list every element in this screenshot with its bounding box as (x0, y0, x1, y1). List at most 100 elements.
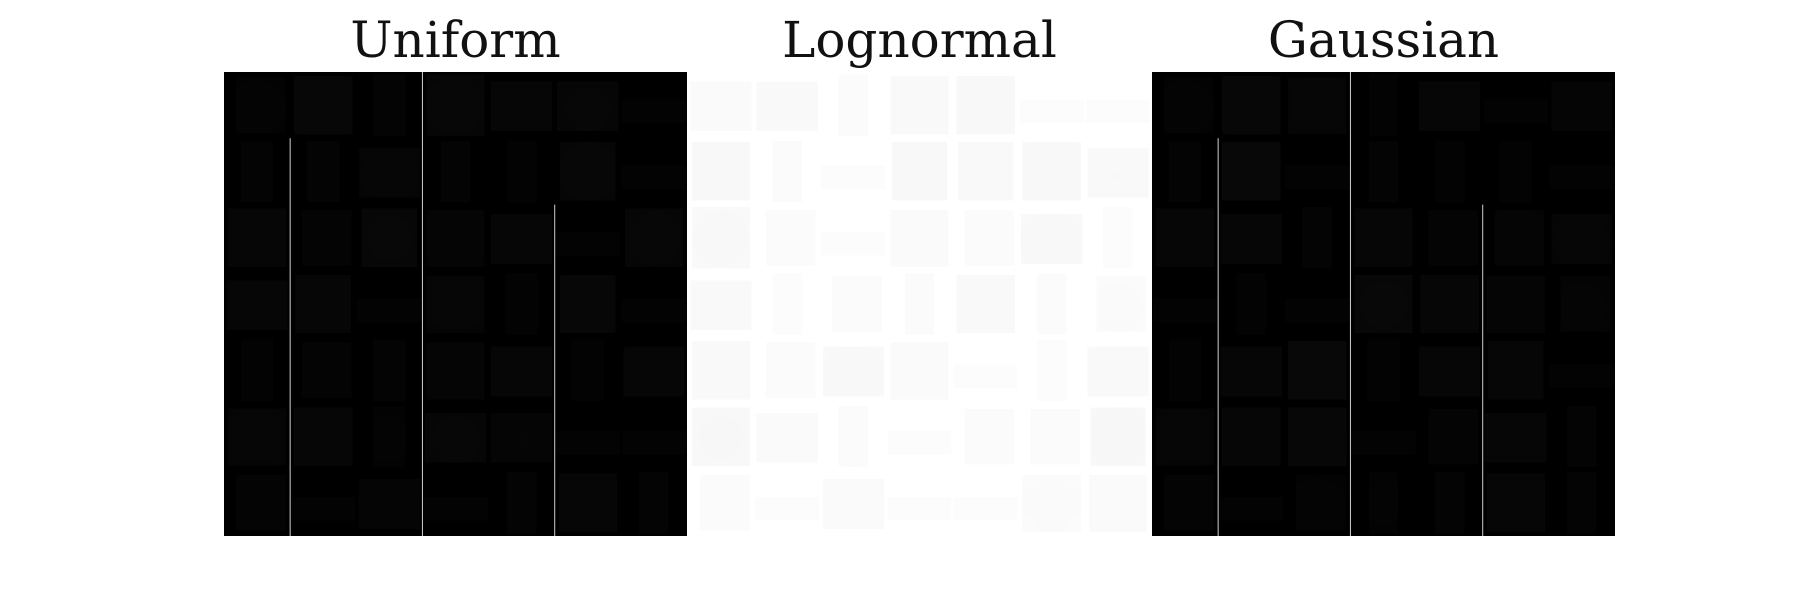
coat-silhouette (431, 79, 480, 131)
thumbnail-dress (376, 411, 403, 462)
pullover-silhouette (1227, 412, 1276, 461)
thumbnail-boot (704, 479, 746, 526)
trouser-silhouette (1437, 477, 1462, 529)
dress-silhouette (376, 344, 403, 396)
thumbnail-trouser (775, 146, 800, 197)
thumbnail-pullover (1227, 147, 1276, 196)
boot-silhouette (306, 214, 348, 261)
pullover-silhouette (233, 213, 282, 262)
thumbnail-dress (1171, 344, 1199, 396)
thumbnail-boot (1565, 281, 1606, 327)
trouser-silhouette (1371, 477, 1396, 529)
thumbnail-shirt (564, 279, 611, 329)
pullover-silhouette (629, 213, 678, 262)
tshirt-silhouette (431, 214, 480, 262)
thumbnail-pullover (1161, 213, 1210, 262)
bag-silhouette (1490, 417, 1542, 459)
thumbnail-sneaker (1091, 101, 1145, 121)
thumbnail-tshirt (431, 214, 480, 262)
thumbnail-tshirt (895, 347, 944, 395)
thumbnail-tshirt (1293, 82, 1342, 130)
sneaker-silhouette (959, 499, 1013, 519)
thumbnail-pullover (697, 412, 746, 461)
bag-silhouette (828, 483, 879, 525)
thumbnail-tshirt (1491, 281, 1540, 329)
bag-silhouette (496, 417, 547, 459)
image-grid-gaussian-svg (1152, 72, 1615, 536)
thumbnail-pullover (1227, 81, 1276, 130)
thumbnail-shirt (1095, 412, 1141, 461)
pullover-silhouette (1491, 478, 1540, 527)
dress-silhouette (1171, 146, 1199, 197)
thumbnail-bag (1225, 350, 1277, 392)
sneaker-silhouette (893, 432, 946, 453)
thumbnail-boot (306, 214, 348, 261)
image-grid-lognormal-svg (688, 72, 1151, 536)
thumbnail-pullover (1359, 213, 1408, 262)
pullover-silhouette (697, 147, 746, 196)
bag-silhouette (1556, 85, 1608, 127)
tshirt-silhouette (895, 214, 944, 262)
boot-silhouette (1168, 479, 1210, 526)
thumbnail-bag (496, 85, 547, 127)
thumbnail-bag (1026, 218, 1078, 260)
thumbnail-bag (1092, 350, 1144, 392)
thumbnail-trouser (1569, 477, 1594, 529)
thumbnail-pullover (697, 147, 746, 196)
tshirt-silhouette (1093, 479, 1142, 527)
dress-silhouette (243, 146, 271, 197)
thumbnail-boot (968, 413, 1010, 460)
boot-silhouette (1101, 281, 1142, 327)
boot-silhouette (770, 347, 812, 394)
bag-silhouette (231, 284, 283, 326)
thumbnail-trouser (443, 146, 468, 197)
thumbnail-boot (1034, 413, 1076, 460)
sneaker-silhouette (760, 499, 814, 519)
bag-silhouette (496, 85, 547, 127)
thumbnail-trouser (841, 79, 866, 131)
thumbnail-pullover (1227, 412, 1276, 461)
boot-silhouette (968, 214, 1010, 261)
bag-silhouette (1225, 350, 1277, 392)
tshirt-silhouette (1161, 413, 1210, 461)
image-grid-uniform (224, 72, 687, 536)
sneaker-silhouette (1158, 300, 1212, 320)
thumbnail-boot (1432, 214, 1474, 261)
thumbnail-dress (376, 344, 403, 396)
thumbnail-dress (309, 146, 337, 197)
pullover-silhouette (1227, 81, 1276, 130)
sneaker-silhouette (1290, 300, 1344, 320)
boot-silhouette (1168, 82, 1210, 129)
bag-silhouette (695, 85, 747, 127)
thumbnail-boot (1101, 281, 1142, 327)
sneaker-silhouette (627, 300, 681, 320)
bag-silhouette (1225, 218, 1277, 260)
thumbnail-bag (496, 218, 547, 260)
thumbnail-bag (364, 152, 415, 194)
boot-silhouette (240, 82, 282, 129)
boot-silhouette (1034, 413, 1076, 460)
trouser-silhouette (907, 278, 932, 330)
sneaker-silhouette (627, 432, 681, 453)
bag-silhouette (628, 350, 680, 392)
image-grid-lognormal (688, 72, 1151, 536)
sneaker-silhouette (1290, 167, 1344, 188)
thumbnail-sneaker (561, 234, 615, 254)
thumbnail-bag (828, 350, 879, 392)
pullover-silhouette (1359, 279, 1408, 329)
panel-title-lognormal: Lognormal (782, 11, 1057, 69)
thumbnail-pullover (961, 81, 1010, 130)
thumbnail-pullover (1293, 346, 1342, 395)
thumbnail-sneaker (1224, 499, 1278, 519)
thumbnail-sneaker (1290, 167, 1344, 188)
dress-silhouette (508, 278, 535, 330)
bag-silhouette (496, 218, 547, 260)
thumbnail-pullover (299, 412, 348, 461)
boot-silhouette (306, 347, 348, 394)
thumbnail-coat (431, 79, 480, 131)
thumbnail-shirt (1492, 346, 1539, 395)
thumbnail-pullover (233, 213, 282, 262)
pullover-silhouette (1293, 346, 1342, 395)
thumbnail-bag (695, 85, 747, 127)
thumbnail-sneaker (1158, 300, 1212, 320)
